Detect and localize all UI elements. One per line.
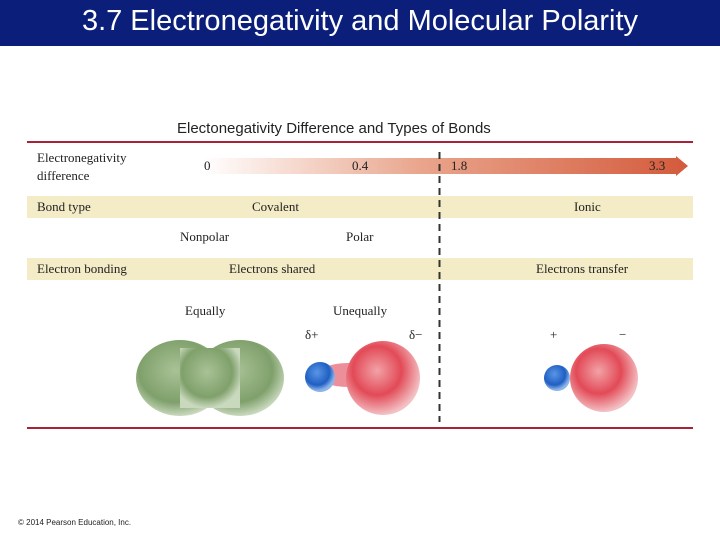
slide-title: 3.7 Electronegativity and Molecular Pola… [81, 5, 639, 37]
polar-ionic-divider [438, 152, 441, 422]
unequally-label: Unequally [333, 303, 388, 318]
electronegativity-gradient-arrow [203, 156, 688, 176]
bond-type-nonpolar: Nonpolar [180, 229, 230, 244]
bond-type-ionic: Ionic [574, 199, 601, 214]
scale-value-0-4: 0.4 [352, 158, 369, 173]
row-label-en-difference-2: difference [37, 168, 90, 183]
scale-value-0: 0 [204, 158, 211, 173]
partial-negative-label: δ− [409, 327, 423, 342]
molecule-illustrations [136, 340, 638, 416]
scale-value-3-3: 3.3 [649, 158, 666, 173]
ionic-compound [544, 344, 638, 412]
electrons-transfer-label: Electrons transfer [536, 261, 629, 276]
equally-label: Equally [185, 303, 226, 318]
figure-bottom-rule [27, 427, 693, 429]
positive-ion-label: + [550, 327, 558, 342]
figure-title: Electonegativity Difference and Types of… [177, 120, 491, 137]
row-label-electron-bonding: Electron bonding [37, 261, 127, 276]
electrons-shared-label: Electrons shared [229, 261, 316, 276]
bond-type-polar: Polar [346, 229, 374, 244]
electron-bonding-band [27, 258, 693, 280]
row-label-en-difference-1: Electronegativity [37, 150, 127, 165]
polar-covalent-molecule [305, 341, 420, 415]
row-label-bond-type: Bond type [37, 199, 91, 214]
partial-positive-label: δ+ [305, 327, 319, 342]
figure-top-rule [27, 141, 693, 143]
bond-type-covalent: Covalent [252, 199, 299, 214]
scale-value-1-8: 1.8 [451, 158, 468, 173]
negative-ion-label: − [619, 327, 627, 342]
copyright-notice: © 2014 Pearson Education, Inc. [18, 518, 132, 527]
bond-type-band [27, 196, 693, 218]
nonpolar-covalent-molecule [136, 340, 284, 416]
title-bar: 3.7 Electronegativity and Molecular Pola… [0, 0, 720, 46]
